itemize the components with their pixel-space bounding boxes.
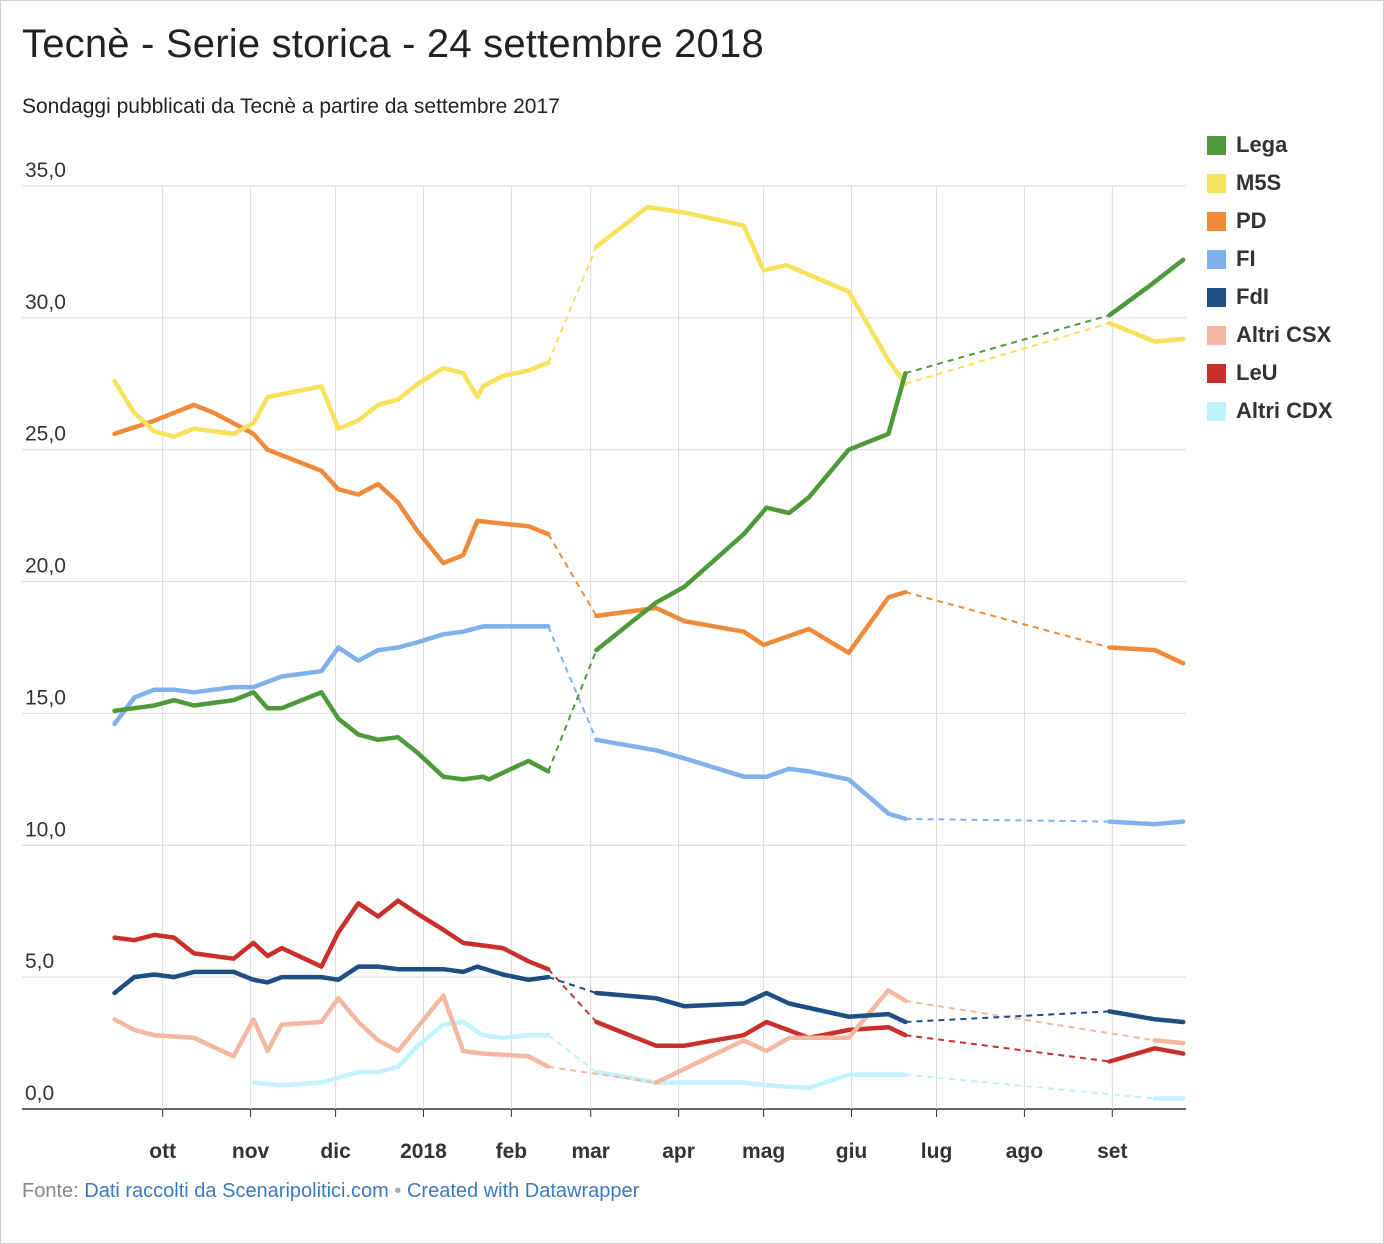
legend-swatch [1207,211,1226,231]
series-leu-line [112,898,551,972]
legend-swatch [1207,401,1226,421]
chart-title: Tecnè - Serie storica - 24 settembre 201… [22,22,764,66]
series-m5s-dashed-segment [905,322,1110,385]
series-leu-line [1107,1046,1186,1064]
series-fdi-line [112,964,551,996]
y-tick-label: 35,0 [25,159,66,182]
y-tick-label: 25,0 [25,423,66,446]
x-tick-label: feb [496,1140,528,1163]
series-pd-line [1107,645,1186,666]
legend-swatch [1207,173,1226,193]
legend-label: LeU [1236,360,1278,385]
legend-item-altri-csx: Altri CSX [1207,316,1333,354]
x-tick-label: mag [742,1140,785,1163]
y-tick-label: 30,0 [25,291,66,314]
x-tick-label: ott [149,1140,176,1163]
series-fdi-dashed-segment [905,1010,1110,1023]
series-lega-line [594,370,908,653]
series-altri-cdx-dashed-segment [905,1073,1155,1100]
footer-prefix: Fonte: [22,1180,79,1202]
x-tick-label: giu [836,1140,868,1163]
x-tick-label: mar [571,1140,610,1163]
legend-label: M5S [1236,170,1282,195]
series-leu-dashed-segment [547,968,598,1023]
series-altri-csx-line [653,988,908,1085]
series-altri-cdx-line [594,1069,908,1091]
footer-separator: • [394,1180,402,1202]
x-tick-label: ago [1006,1140,1043,1163]
chart-subtitle: Sondaggi pubblicati da Tecnè a partire d… [22,95,560,118]
series-fi-line [112,624,551,727]
series-pd-line [594,589,908,656]
legend-swatch [1207,363,1226,383]
series-fdi-line [594,990,908,1025]
x-tick-label: lug [921,1140,953,1163]
series-fi-line [594,737,908,822]
legend-item-m5s: M5S [1207,164,1333,202]
y-tick-label: 0,0 [25,1082,54,1105]
y-tick-label: 5,0 [25,950,54,973]
chart-legend: Lega M5S PD FI FdI Altri CSX LeU Altri CDX [1207,126,1333,430]
series-altri-cdx-line [251,1019,551,1088]
series-pd-line [112,402,551,566]
series-pd-dashed-segment [905,591,1110,649]
series-leu-dashed-segment [905,1034,1110,1063]
x-tick-label: 2018 [400,1140,447,1163]
legend-item-pd: PD [1207,202,1333,240]
legend-label: Altri CSX [1236,322,1332,347]
legend-swatch [1207,135,1226,155]
legend-item-lega: Lega [1207,126,1333,164]
legend-label: Lega [1236,132,1288,157]
source-link[interactable]: Dati raccolti da Scenaripolitici.com [84,1180,389,1202]
series-m5s-line [594,204,908,387]
series-m5s-dashed-segment [547,246,598,364]
legend-item-altri-cdx: Altri CDX [1207,392,1333,430]
x-tick-label: nov [232,1140,270,1163]
legend-swatch [1207,287,1226,307]
y-tick-label: 20,0 [25,555,66,578]
legend-label: Altri CDX [1236,398,1333,423]
footer: Fonte: Dati raccolti da Scenaripolitici.… [22,1180,639,1203]
legend-item-fi: FI [1207,240,1333,278]
series-lega-dashed-segment [905,314,1110,375]
series-leu-line [594,1019,908,1048]
legend-item-leu: LeU [1207,354,1333,392]
series-lega-dashed-segment [547,649,598,772]
legend-swatch [1207,249,1226,269]
series-altri-cdx-dashed-segment [547,1034,598,1073]
legend-label: PD [1236,208,1267,233]
datawrapper-link[interactable]: Created with Datawrapper [406,1180,640,1202]
series-m5s-line [1107,320,1186,344]
series-altri-csx-dashed-segment [548,1065,657,1084]
x-tick-label: dic [320,1140,351,1163]
y-tick-label: 10,0 [25,818,66,841]
series-fi-line [1107,819,1186,827]
series-lega-line [112,690,551,782]
legend-swatch [1207,325,1226,345]
series-altri-csx-dashed-segment [905,999,1155,1042]
y-tick-label: 15,0 [25,686,66,709]
series-fdi-dashed-segment [547,976,597,994]
series-altri-csx-line [1152,1038,1186,1046]
series-m5s-line [112,360,551,439]
x-tick-label: apr [662,1140,695,1163]
series-pd-dashed-segment [547,533,598,617]
x-tick-label: set [1097,1140,1127,1163]
series-fi-dashed-segment [905,817,1110,823]
legend-item-fdi: FdI [1207,278,1333,316]
series-altri-csx-line [112,993,551,1070]
series-fi-dashed-segment [547,626,598,741]
legend-label: FdI [1236,284,1269,309]
series-fdi-line [1107,1009,1186,1025]
legend-label: FI [1236,246,1256,271]
series-lega-line [1107,257,1186,318]
